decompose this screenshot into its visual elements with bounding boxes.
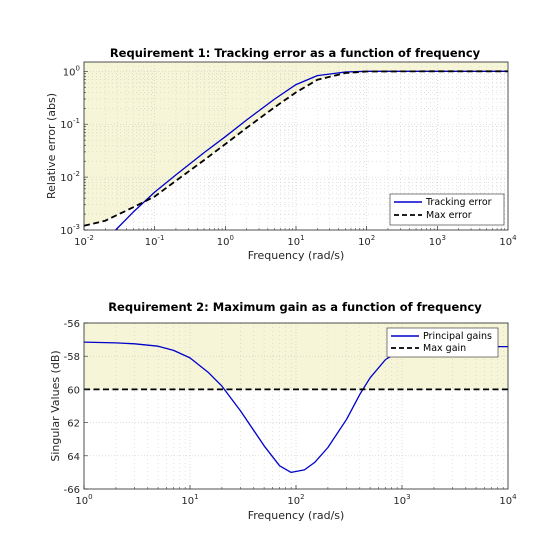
x-tick-exponent: -2 bbox=[87, 234, 94, 242]
y-tick-exponent: -3 bbox=[73, 223, 80, 231]
x-tick-base: 10 bbox=[217, 237, 230, 248]
y-tick-label: 64 bbox=[67, 452, 80, 463]
x-tick-label: 102 bbox=[287, 493, 304, 507]
y-tick-label: 62 bbox=[67, 419, 80, 430]
series-line-max-error bbox=[83, 70, 508, 227]
chart-2-legend: Principal gains Max gain bbox=[386, 327, 499, 358]
x-tick-exponent: 0 bbox=[88, 493, 92, 501]
chart-2-x-axis-label: Frequency (rad/s) bbox=[248, 509, 345, 522]
chart-1-legend-label-max: Max error bbox=[426, 210, 472, 221]
x-tick-label: 103 bbox=[429, 234, 446, 248]
chart-tracking-error: Requirement 1: Tracking error as a funct… bbox=[45, 46, 517, 262]
y-tick-base: 10 bbox=[60, 226, 73, 237]
x-tick-base: 10 bbox=[393, 496, 406, 507]
y-tick-label: -66 bbox=[64, 485, 80, 496]
y-tick-label: 60 bbox=[67, 385, 80, 396]
chart-max-gain: Requirement 2: Maximum gain as a functio… bbox=[49, 300, 517, 522]
x-tick-base: 10 bbox=[145, 237, 158, 248]
x-tick-base: 10 bbox=[499, 237, 512, 248]
x-tick-label: 10-2 bbox=[74, 234, 94, 248]
y-tick-label: 10-2 bbox=[60, 170, 80, 184]
x-tick-base: 10 bbox=[287, 237, 300, 248]
y-tick-label: -58 bbox=[64, 352, 80, 363]
x-tick-base: 10 bbox=[75, 496, 88, 507]
chart-1-y-axis-label: Relative error (abs) bbox=[45, 93, 58, 199]
x-tick-exponent: 0 bbox=[229, 234, 233, 242]
x-tick-label: 101 bbox=[287, 234, 304, 248]
chart-1-grid bbox=[83, 62, 508, 231]
x-tick-exponent: 1 bbox=[194, 493, 198, 501]
x-tick-exponent: 1 bbox=[300, 234, 304, 242]
x-tick-exponent: -1 bbox=[158, 234, 165, 242]
x-tick-label: 101 bbox=[181, 493, 198, 507]
chart-1-title: Requirement 1: Tracking error as a funct… bbox=[110, 46, 481, 60]
x-tick-base: 10 bbox=[429, 237, 442, 248]
y-tick-label: 10-3 bbox=[60, 223, 80, 237]
chart-2-tick-marks bbox=[83, 322, 504, 490]
x-tick-exponent: 3 bbox=[441, 234, 445, 242]
chart-1-x-axis-label: Frequency (rad/s) bbox=[248, 249, 345, 262]
x-tick-base: 10 bbox=[74, 237, 87, 248]
x-tick-label: 102 bbox=[358, 234, 375, 248]
chart-2-legend-label-max: Max gain bbox=[423, 343, 466, 354]
chart-1-requirement-region bbox=[84, 62, 508, 226]
chart-2-y-axis-label: Singular Values (dB) bbox=[49, 350, 62, 461]
chart-1-legend-label-tracking: Tracking error bbox=[425, 197, 492, 208]
y-tick-exponent: -2 bbox=[73, 170, 80, 178]
x-tick-base: 10 bbox=[358, 237, 371, 248]
chart-2-legend-box bbox=[386, 327, 499, 358]
chart-1-legend: Tracking error Max error bbox=[389, 193, 505, 226]
chart-2-x-tick-labels: 100 101 102 103 104 bbox=[75, 493, 517, 507]
chart-2-legend-label-principal: Principal gains bbox=[423, 331, 492, 342]
x-tick-base: 10 bbox=[499, 496, 512, 507]
chart-1-legend-box bbox=[389, 193, 505, 226]
chart-1-series bbox=[83, 70, 508, 231]
x-tick-label: 100 bbox=[217, 234, 234, 248]
x-tick-exponent: 2 bbox=[300, 493, 304, 501]
y-tick-base: 10 bbox=[60, 173, 73, 184]
y-tick-label: -56 bbox=[64, 319, 80, 330]
y-tick-exponent: 0 bbox=[76, 64, 80, 72]
x-tick-exponent: 4 bbox=[512, 493, 517, 501]
x-tick-exponent: 3 bbox=[406, 493, 410, 501]
x-tick-base: 10 bbox=[287, 496, 300, 507]
y-tick-base: 10 bbox=[60, 120, 73, 131]
x-tick-label: 104 bbox=[499, 234, 517, 248]
y-tick-exponent: -1 bbox=[73, 117, 80, 125]
chart-2-y-tick-labels: -56 -58 60 62 64 -66 bbox=[64, 319, 80, 496]
y-tick-label: 10-1 bbox=[60, 117, 80, 131]
chart-2-title: Requirement 2: Maximum gain as a functio… bbox=[108, 300, 482, 314]
x-tick-label: 103 bbox=[393, 493, 410, 507]
chart-1-tick-marks bbox=[83, 71, 506, 231]
y-tick-label: 100 bbox=[63, 64, 80, 78]
x-tick-label: 104 bbox=[499, 493, 517, 507]
x-tick-base: 10 bbox=[181, 496, 194, 507]
x-tick-label: 100 bbox=[75, 493, 92, 507]
x-tick-exponent: 4 bbox=[512, 234, 517, 242]
chart-1-x-tick-labels: 10-2 10-1 100 101 102 103 104 bbox=[74, 234, 517, 248]
y-tick-base: 10 bbox=[63, 67, 76, 78]
x-tick-label: 10-1 bbox=[145, 234, 165, 248]
x-tick-exponent: 2 bbox=[371, 234, 375, 242]
